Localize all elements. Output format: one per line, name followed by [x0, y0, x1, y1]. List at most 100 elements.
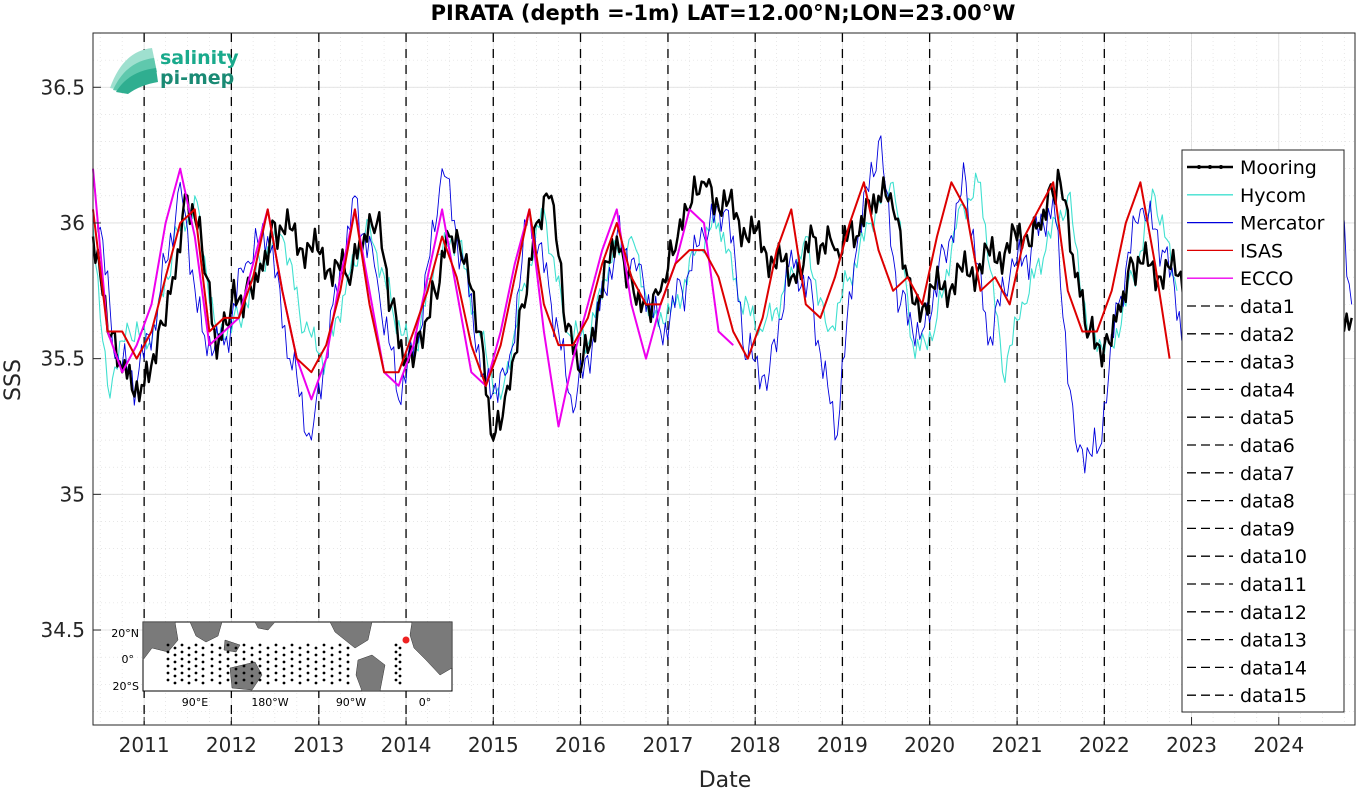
inset-station-dot [346, 681, 350, 685]
inset-station-dot [298, 646, 302, 650]
legend-label: data6 [1240, 435, 1295, 457]
salinity-pimep-logo: salinity pi-mep [110, 47, 239, 94]
legend-label: ECCO [1240, 268, 1294, 290]
year-marker-lines [143, 33, 1105, 725]
x-tick-label: 2021 [992, 733, 1043, 757]
inset-station-dot [314, 674, 318, 678]
y-tick-label: 35.5 [40, 347, 85, 371]
y-axis-ticks: 34.5 35 35.5 36 36.5 [40, 75, 101, 642]
inset-station-dot [346, 674, 350, 678]
inset-station-dot [258, 650, 262, 654]
series-line-hycom [92, 172, 1178, 400]
inset-station-dot [306, 643, 310, 647]
x-tick-label: 2023 [1166, 733, 1217, 757]
legend-item-data4: data4 [1187, 379, 1295, 401]
inset-station-dot [298, 653, 302, 657]
legend-item-data5: data5 [1187, 407, 1295, 429]
inset-station-dot [274, 650, 278, 654]
x-tick-label: 2022 [1079, 733, 1130, 757]
inset-station-dot [298, 660, 302, 664]
inset-station-dot [338, 657, 342, 661]
x-tick-label: 2011 [119, 733, 170, 757]
inset-station-dot [314, 660, 318, 664]
inset-station-dot [187, 660, 191, 664]
inset-station-dot [322, 643, 326, 647]
legend-item-data6: data6 [1187, 435, 1295, 457]
legend-label: data1 [1240, 296, 1295, 318]
inset-station-dot [266, 674, 270, 678]
inset-station-dot [210, 664, 214, 668]
inset-station-dot [180, 650, 184, 654]
inset-station-dot [274, 678, 278, 682]
legend-item-data3: data3 [1187, 352, 1295, 374]
x-axis-ticks: 2011 2012 2013 2014 2015 2016 2017 2018 2019 2020… [119, 717, 1304, 757]
logo-text-pimep: pi-mep [160, 67, 234, 89]
inset-station-dot [282, 653, 286, 657]
inset-station-dot [330, 660, 334, 664]
legend-item-mercator: Mercator [1187, 213, 1325, 235]
legend-label: Mercator [1240, 213, 1325, 235]
inset-station-dot [398, 660, 402, 664]
inset-station-dot [234, 667, 238, 671]
series-line-isas [92, 181, 1171, 387]
inset-station-dot [394, 650, 398, 654]
inset-station-dot [290, 643, 294, 647]
inset-station-dot [234, 681, 238, 685]
inset-station-dot [274, 643, 278, 647]
legend-item-data12: data12 [1187, 602, 1307, 624]
x-tick-label: 2019 [817, 733, 868, 757]
logo-waves-icon [110, 48, 158, 94]
inset-station-dot [234, 660, 238, 664]
legend-item-data10: data10 [1187, 546, 1307, 568]
inset-station-dot [226, 657, 230, 661]
inset-station-dot [226, 678, 230, 682]
inset-station-dot [173, 660, 177, 664]
inset-station-dot [166, 664, 170, 668]
inset-station-dot [394, 678, 398, 682]
inset-station-dot [187, 667, 191, 671]
inset-station-dot [258, 678, 262, 682]
inset-station-dot [330, 646, 334, 650]
legend-marker [1219, 165, 1223, 169]
inset-station-dot [194, 657, 198, 661]
inset-station-dot [290, 664, 294, 668]
inset-station-dot [274, 664, 278, 668]
legend-item-data15: data15 [1187, 685, 1307, 707]
inset-station-dot [201, 667, 205, 671]
inset-station-dot [338, 678, 342, 682]
inset-station-dot [398, 674, 402, 678]
inset-station-dot [322, 664, 326, 668]
inset-station-dot [322, 671, 326, 675]
inset-station-dot [306, 657, 310, 661]
inset-station-dot [210, 657, 214, 661]
inset-lon-label-90e: 90°E [182, 696, 208, 709]
logo-text-salinity: salinity [160, 47, 239, 69]
y-tick-label: 36.5 [40, 75, 85, 99]
inset-station-dot [306, 671, 310, 675]
inset-map-stations [166, 643, 402, 685]
inset-station-dot [194, 643, 198, 647]
inset-station-dot [242, 650, 246, 654]
inset-station-dot [173, 653, 177, 657]
inset-station-dot [210, 650, 214, 654]
legend-item-data1: data1 [1187, 296, 1295, 318]
inset-lat-label-0: 0° [122, 653, 135, 666]
inset-station-dot [346, 653, 350, 657]
inset-station-dot [194, 678, 198, 682]
inset-station-dot [290, 671, 294, 675]
inset-station-dot [258, 664, 262, 668]
inset-station-dot [346, 660, 350, 664]
inset-station-dot [338, 664, 342, 668]
legend-item-data13: data13 [1187, 630, 1307, 652]
inset-station-dot [166, 650, 170, 654]
inset-station-dot [338, 671, 342, 675]
inset-station-dot [242, 678, 246, 682]
legend-box [1181, 149, 1345, 713]
inset-station-dot [210, 643, 214, 647]
inset-station-dot [330, 674, 334, 678]
inset-station-dot [226, 671, 230, 675]
x-tick-label: 2015 [468, 733, 519, 757]
inset-station-dot [187, 681, 191, 685]
inset-map-ocean [142, 621, 453, 692]
inset-station-dot [398, 653, 402, 657]
